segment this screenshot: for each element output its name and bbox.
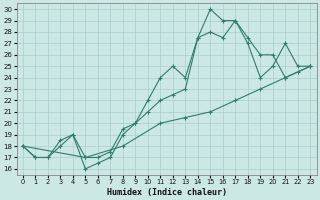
X-axis label: Humidex (Indice chaleur): Humidex (Indice chaleur) — [107, 188, 227, 197]
